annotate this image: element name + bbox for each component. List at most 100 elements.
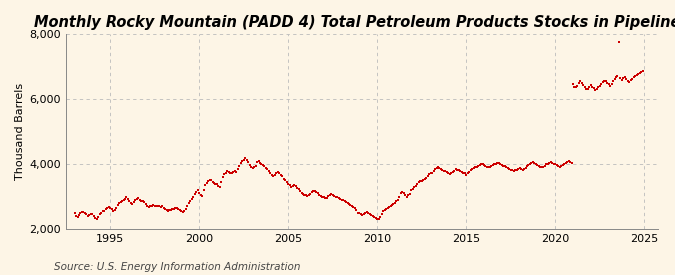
Point [631, 73, 642, 77]
Point [202, 178, 213, 183]
Point [524, 162, 535, 166]
Point [354, 211, 364, 216]
Point [289, 183, 300, 187]
Point [605, 83, 616, 88]
Point [511, 167, 522, 172]
Point [435, 167, 446, 171]
Point [452, 167, 462, 172]
Point [71, 214, 82, 218]
Point [209, 180, 219, 185]
Point [520, 166, 531, 170]
Point [529, 161, 540, 165]
Point [456, 170, 467, 174]
Point [496, 163, 507, 167]
Point [587, 84, 597, 89]
Point [117, 199, 128, 203]
Point [495, 162, 506, 166]
Point [336, 197, 347, 202]
Point [483, 165, 494, 169]
Point [375, 215, 385, 219]
Point [165, 208, 176, 212]
Point [254, 161, 265, 165]
Point [284, 183, 295, 188]
Point [584, 85, 595, 89]
Point [622, 78, 633, 83]
Point [369, 214, 379, 219]
Point [485, 164, 495, 169]
Point [462, 171, 473, 176]
Point [105, 206, 115, 210]
Point [324, 193, 335, 197]
Point [321, 196, 332, 200]
Point [502, 166, 513, 170]
Point [204, 177, 215, 182]
Point [506, 167, 516, 172]
Point [271, 171, 281, 176]
Point [615, 76, 626, 81]
Point [262, 167, 273, 171]
Point [238, 157, 249, 162]
Point [535, 164, 546, 169]
Point [237, 159, 248, 163]
Point [551, 163, 562, 167]
Point [391, 199, 402, 204]
Point [161, 208, 172, 212]
Point [444, 172, 455, 176]
Point [364, 212, 375, 216]
Point [633, 72, 644, 76]
Point [385, 204, 396, 208]
Point [319, 195, 329, 200]
Point [286, 185, 296, 189]
Point [531, 162, 541, 166]
Point [201, 180, 212, 185]
Point [504, 166, 514, 171]
Point [253, 159, 264, 163]
Point [93, 214, 104, 219]
Point [541, 162, 551, 167]
Point [393, 197, 404, 202]
Point [612, 74, 623, 78]
Point [188, 195, 198, 199]
Point [601, 81, 612, 85]
Point [265, 170, 276, 175]
Point [75, 211, 86, 215]
Point [176, 209, 187, 214]
Point [594, 83, 605, 88]
Point [440, 169, 451, 174]
Point [603, 82, 614, 86]
Point [346, 204, 357, 208]
Point [225, 170, 236, 175]
Point [415, 179, 426, 183]
Point [634, 71, 645, 75]
Point [234, 164, 244, 168]
Point [428, 169, 439, 173]
Point [160, 207, 171, 211]
Point [178, 210, 188, 214]
Point [383, 204, 394, 209]
Point [327, 193, 338, 197]
Point [300, 193, 311, 197]
Point [376, 212, 387, 216]
Point [574, 80, 585, 85]
Point [569, 84, 580, 89]
Point [409, 185, 420, 190]
Point [367, 213, 378, 218]
Point [275, 173, 286, 177]
Point [95, 212, 105, 216]
Point [113, 200, 124, 205]
Point [302, 194, 313, 198]
Point [609, 77, 620, 81]
Point [446, 171, 457, 176]
Point [200, 183, 211, 187]
Point [211, 182, 222, 186]
Point [493, 161, 504, 166]
Point [548, 161, 559, 166]
Point [323, 194, 333, 198]
Point [151, 204, 161, 208]
Point [240, 156, 250, 160]
Point [158, 205, 169, 210]
Point [215, 185, 225, 189]
Point [139, 200, 150, 204]
Point [320, 196, 331, 201]
Point [82, 213, 93, 218]
